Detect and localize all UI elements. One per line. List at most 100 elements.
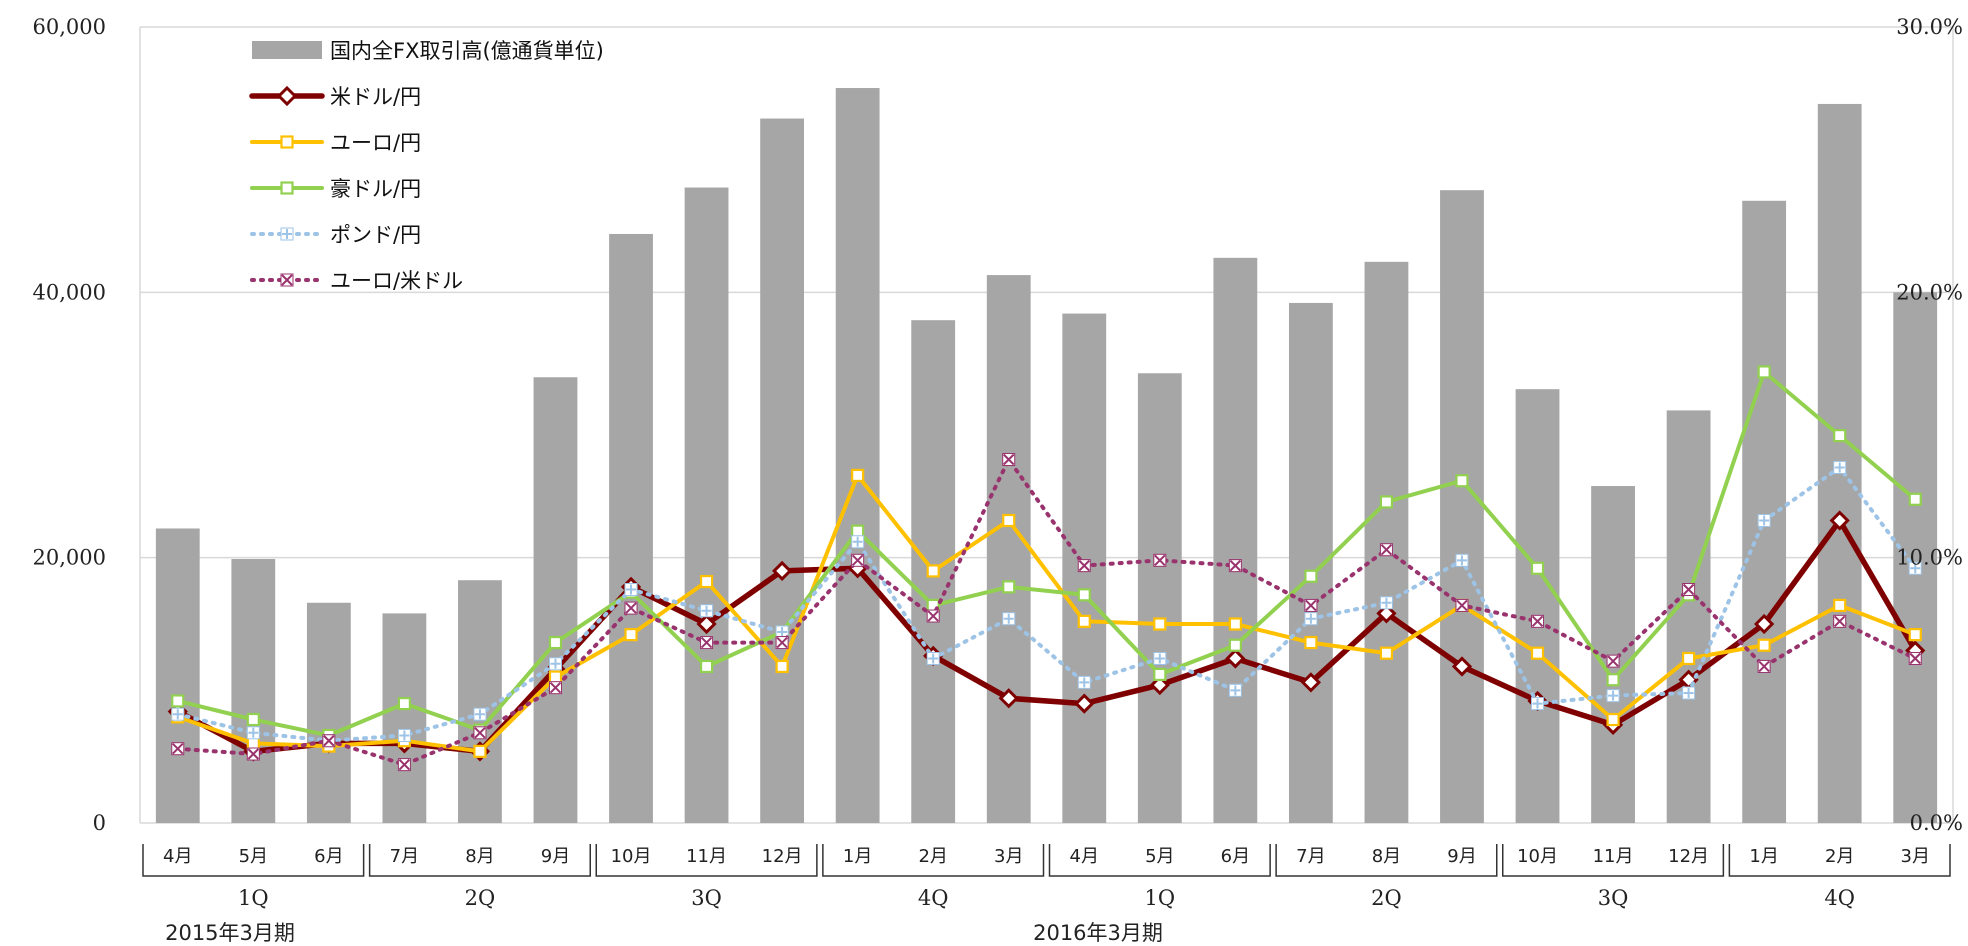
data-point [548, 635, 563, 650]
data-point [998, 688, 1019, 709]
month-tick-label: 7月 [1296, 846, 1325, 867]
data-point [1304, 612, 1318, 626]
data-point [1829, 510, 1850, 531]
data-point [397, 758, 411, 772]
left-y-axis: 0 20,000 40,000 60,000 [33, 15, 106, 835]
data-point [926, 564, 940, 578]
data-point [1379, 596, 1393, 610]
left-tick-label: 0 [93, 811, 106, 835]
data-point [700, 636, 714, 650]
month-tick-label: 4月 [1070, 846, 1099, 867]
month-tick-label: 6月 [1221, 846, 1250, 867]
fiscal-period-label: 2016年3月期 [1033, 921, 1163, 945]
right-tick-label: 20.0% [1896, 280, 1963, 304]
data-point [1908, 628, 1922, 642]
legend-swatch [252, 41, 322, 59]
month-tick-label: 6月 [314, 846, 343, 867]
month-tick-label: 9月 [541, 846, 570, 867]
data-point [771, 560, 793, 582]
month-tick-label: 10月 [611, 846, 652, 867]
quarter-label: 3Q [691, 886, 722, 910]
data-point [1300, 672, 1322, 693]
data-point [1153, 667, 1167, 682]
data-point [851, 468, 865, 483]
bar [1666, 410, 1711, 823]
data-point [699, 659, 714, 674]
data-point [280, 227, 294, 241]
data-point [1304, 569, 1318, 583]
data-point [1530, 646, 1545, 660]
data-point [1757, 659, 1771, 673]
quarter-bracket [1728, 844, 1951, 877]
right-tick-label: 10.0% [1896, 546, 1963, 570]
line-series [171, 460, 1922, 748]
fiscal-period-label: 2015年3月期 [165, 921, 295, 945]
bar [231, 558, 276, 823]
quarter-bracket [142, 844, 365, 877]
quarter-bracket [1502, 844, 1725, 877]
legend-item: ユーロ/米ドル [250, 269, 463, 293]
month-tick-label: 12月 [762, 846, 803, 867]
line-series [171, 452, 1922, 772]
data-point [699, 574, 714, 589]
quarter-bracket [595, 844, 818, 877]
data-point [171, 694, 185, 708]
bar [609, 233, 653, 823]
data-point [280, 181, 294, 195]
data-point [926, 609, 940, 623]
legend-item: ポンド/円 [250, 223, 421, 247]
legend-label: 国内全FX取引高(億通貨単位) [330, 39, 604, 63]
data-point [1606, 689, 1620, 703]
series-line [175, 369, 1918, 738]
series-line [175, 473, 1918, 754]
bar [1515, 389, 1560, 823]
left-tick-label: 20,000 [33, 546, 106, 570]
data-point [851, 553, 865, 567]
month-tick-label: 2月 [1825, 846, 1854, 867]
legend-item: 米ドル/円 [249, 85, 421, 109]
data-point [1002, 580, 1016, 594]
data-point [1077, 559, 1091, 573]
data-point [1002, 513, 1016, 528]
month-tick-label: 10月 [1517, 846, 1558, 867]
data-point [1228, 638, 1242, 652]
data-point [473, 726, 487, 740]
bar [835, 88, 880, 823]
data-point [1074, 693, 1095, 714]
bar [1893, 292, 1938, 823]
right-y-axis: 0.0% 10.0% 20.0% 30.0% [1896, 15, 1963, 835]
quarter-bracket [1275, 844, 1498, 877]
data-point [1002, 452, 1016, 466]
data-point [171, 742, 185, 756]
legend-label: 豪ドル/円 [330, 177, 421, 201]
legend-item: ユーロ/円 [250, 131, 421, 155]
data-point [280, 273, 294, 287]
data-point [775, 659, 789, 674]
data-point [1228, 559, 1242, 573]
data-point [473, 744, 487, 758]
legend-item: 豪ドル/円 [250, 177, 421, 201]
data-point [548, 657, 562, 671]
bar [1137, 373, 1182, 823]
data-point [548, 681, 562, 695]
data-point [1606, 712, 1620, 727]
data-point [700, 604, 714, 618]
data-point [322, 734, 336, 748]
bar [155, 528, 200, 823]
quarter-label: 1Q [1145, 886, 1176, 910]
month-tick-label: 4月 [163, 846, 192, 867]
left-tick-label: 60,000 [33, 15, 106, 39]
quarter-label: 3Q [1598, 886, 1629, 910]
data-point [397, 696, 411, 711]
data-point [1455, 474, 1469, 488]
x-axis-categories: 4月 5月 6月 7月 8月 9月 10月 11月 12月 1月 2月 3月 4月 5月 6月 7月 8月 9月 1… [142, 844, 1951, 945]
quarter-label: 2Q [465, 886, 496, 910]
legend-label: ユーロ/円 [330, 131, 421, 155]
data-point [851, 524, 865, 538]
data-point [1606, 673, 1620, 687]
bar [760, 118, 805, 824]
quarter-label: 4Q [1824, 886, 1855, 910]
data-point [1833, 429, 1847, 443]
data-point [1833, 614, 1847, 628]
data-point [1153, 651, 1167, 665]
